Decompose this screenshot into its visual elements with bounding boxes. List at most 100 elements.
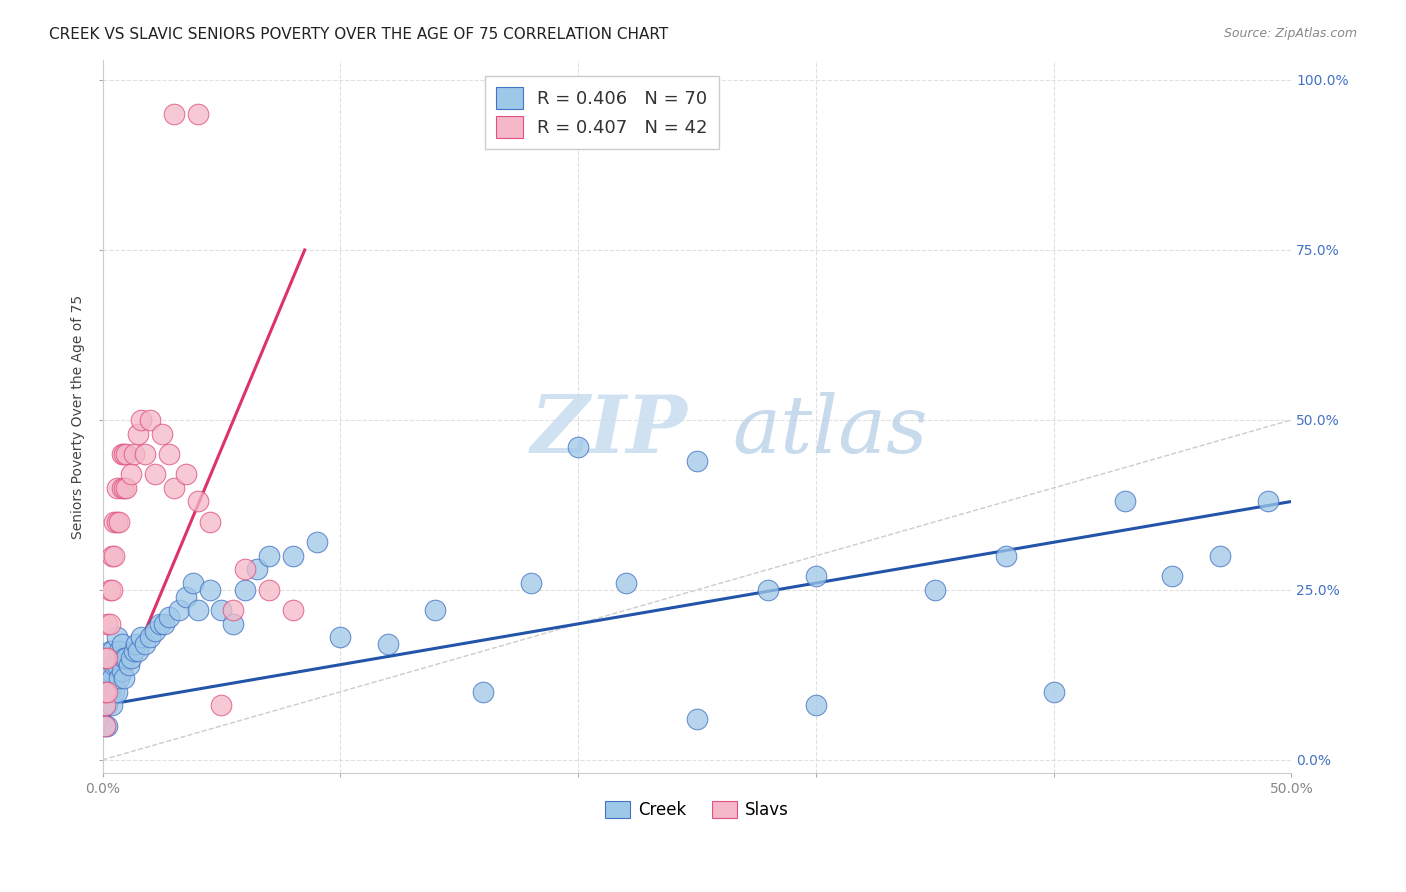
Point [139, 413, 162, 427]
Point [112, 447, 135, 461]
Point [94, 698, 117, 713]
Point [163, 481, 186, 495]
Point [94, 719, 117, 733]
Point [105, 631, 128, 645]
Point [198, 515, 221, 529]
Point [804, 698, 827, 713]
Point [139, 631, 162, 645]
Point [756, 582, 779, 597]
Point [98, 665, 121, 679]
Point [233, 562, 256, 576]
Point [143, 624, 166, 638]
Point [118, 657, 141, 672]
Point [281, 603, 304, 617]
Text: Source: ZipAtlas.com: Source: ZipAtlas.com [1223, 27, 1357, 40]
Point [472, 685, 495, 699]
Point [94, 651, 117, 665]
Point [257, 549, 280, 563]
Point [686, 712, 709, 726]
Point [174, 467, 197, 482]
Point [127, 644, 149, 658]
Point [98, 582, 121, 597]
Point [98, 644, 121, 658]
Point [281, 549, 304, 563]
Point [96, 651, 118, 665]
Point [567, 440, 589, 454]
Y-axis label: Seniors Poverty Over the Age of 75: Seniors Poverty Over the Age of 75 [72, 294, 86, 539]
Point [153, 616, 176, 631]
Point [122, 644, 145, 658]
Point [305, 535, 328, 549]
Point [995, 549, 1018, 563]
Point [105, 481, 128, 495]
Point [174, 590, 197, 604]
Point [94, 671, 117, 685]
Point [101, 671, 124, 685]
Point [150, 426, 173, 441]
Point [96, 698, 118, 713]
Point [101, 644, 124, 658]
Point [134, 447, 156, 461]
Point [111, 637, 134, 651]
Point [686, 453, 709, 467]
Point [96, 685, 118, 699]
Point [211, 603, 233, 617]
Point [1114, 494, 1136, 508]
Point [96, 671, 118, 685]
Point [108, 515, 131, 529]
Point [101, 582, 124, 597]
Point [103, 657, 125, 672]
Point [108, 644, 131, 658]
Point [519, 576, 541, 591]
Point [111, 665, 134, 679]
Point [198, 582, 221, 597]
Point [157, 610, 180, 624]
Point [120, 467, 142, 482]
Point [120, 651, 142, 665]
Point [115, 651, 138, 665]
Legend: Creek, Slavs: Creek, Slavs [599, 794, 796, 826]
Point [94, 685, 117, 699]
Point [127, 426, 149, 441]
Point [181, 576, 204, 591]
Point [924, 582, 946, 597]
Point [614, 576, 637, 591]
Point [222, 616, 245, 631]
Point [1209, 549, 1232, 563]
Point [425, 603, 447, 617]
Point [98, 616, 121, 631]
Point [222, 603, 245, 617]
Point [115, 481, 138, 495]
Point [246, 562, 269, 576]
Point [96, 719, 118, 733]
Point [129, 413, 152, 427]
Point [105, 515, 128, 529]
Point [112, 651, 135, 665]
Point [111, 447, 134, 461]
Point [94, 698, 117, 713]
Point [134, 637, 156, 651]
Point [105, 685, 128, 699]
Point [157, 447, 180, 461]
Point [329, 631, 352, 645]
Point [149, 616, 172, 631]
Point [163, 107, 186, 121]
Point [167, 603, 190, 617]
Text: atlas: atlas [733, 392, 928, 469]
Point [143, 467, 166, 482]
Point [96, 616, 118, 631]
Text: ZIP: ZIP [530, 392, 688, 469]
Text: CREEK VS SLAVIC SENIORS POVERTY OVER THE AGE OF 75 CORRELATION CHART: CREEK VS SLAVIC SENIORS POVERTY OVER THE… [49, 27, 668, 42]
Point [103, 685, 125, 699]
Point [211, 698, 233, 713]
Point [108, 671, 131, 685]
Point [1257, 494, 1279, 508]
Point [111, 481, 134, 495]
Point [804, 569, 827, 583]
Point [233, 582, 256, 597]
Point [112, 671, 135, 685]
Point [103, 515, 125, 529]
Point [187, 603, 209, 617]
Point [187, 494, 209, 508]
Point [1161, 569, 1184, 583]
